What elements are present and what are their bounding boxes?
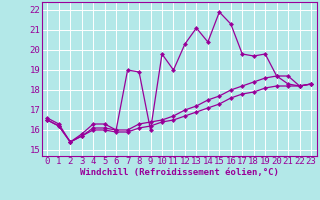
X-axis label: Windchill (Refroidissement éolien,°C): Windchill (Refroidissement éolien,°C)	[80, 168, 279, 177]
